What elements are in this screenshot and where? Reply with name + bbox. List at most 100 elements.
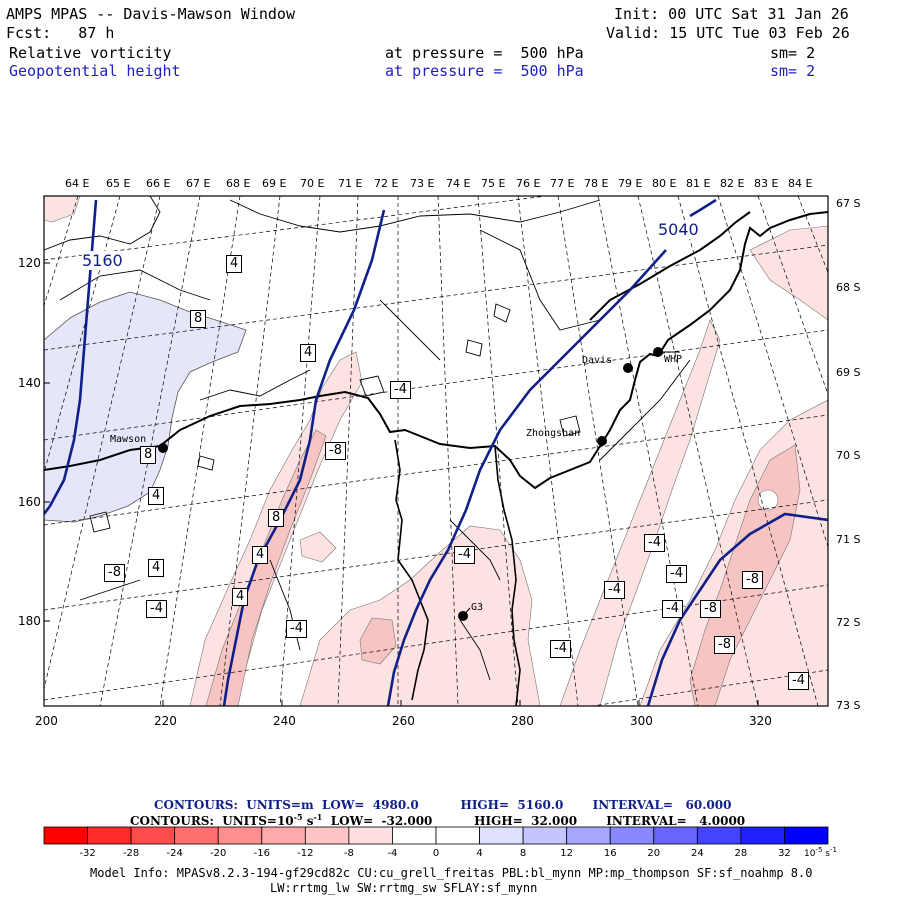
vorticity-contour-info: CONTOURS: UNITS=10-5 s-1 LOW= -32.000 HI… xyxy=(130,812,746,828)
vorticity-label: -8 xyxy=(700,600,721,618)
station-dot-mawson[interactable] xyxy=(158,443,168,453)
lon-label: 80 E xyxy=(652,177,677,190)
vorticity-label: -8 xyxy=(742,571,763,589)
field-1-level: at pressure = 500 hPa xyxy=(385,44,584,62)
colorbar-label: -32 xyxy=(79,848,95,859)
height-contour-info: CONTOURS: UNITS=m LOW= 4980.0 HIGH= 5160… xyxy=(154,798,732,812)
colorbar-swatch xyxy=(217,826,263,845)
lat-label: 67 S xyxy=(836,197,861,210)
field-1-name: Relative vorticity xyxy=(9,44,172,62)
map-frame xyxy=(43,195,829,707)
colorbar-label: -12 xyxy=(297,848,313,859)
colorbar-label: -4 xyxy=(387,848,397,859)
vorticity-label: 4 xyxy=(252,546,269,564)
colorbar-swatch xyxy=(696,826,742,845)
lon-label: 67 E xyxy=(186,177,211,190)
station-dot-zhongshan[interactable] xyxy=(597,436,607,446)
y-tick-label: 180 xyxy=(18,614,41,628)
colorbar-label: -28 xyxy=(123,848,139,859)
lon-label: 82 E xyxy=(720,177,745,190)
vorticity-label: -8 xyxy=(325,442,346,460)
lon-label: 64 E xyxy=(65,177,90,190)
colorbar-label: 32 xyxy=(778,848,791,859)
colorbar-swatch xyxy=(304,826,350,845)
colorbar-label: 16 xyxy=(604,848,617,859)
colorbar-label: -16 xyxy=(254,848,270,859)
colorbar-swatch xyxy=(392,826,437,845)
vorticity-label: 4 xyxy=(300,344,317,362)
forecast-hour: Fcst: 87 h xyxy=(6,24,115,42)
model-info-line1: Model Info: MPASv8.2.3-194-gf29cd82c CU:… xyxy=(90,866,813,880)
vorticity-label: 8 xyxy=(140,446,157,464)
x-tick-label: 320 xyxy=(749,714,772,728)
vorticity-label: -4 xyxy=(550,640,571,658)
colorbar-label: -24 xyxy=(166,848,182,859)
lon-label: 76 E xyxy=(516,177,541,190)
field-2-smoothing: sm= 2 xyxy=(770,62,816,80)
negative-vorticity-area xyxy=(299,525,541,706)
colorbar-swatch xyxy=(435,826,480,845)
coastline xyxy=(494,445,521,706)
lat-label: 70 S xyxy=(836,449,861,462)
station-label-g3: G3 xyxy=(471,602,484,613)
lat-label: 73 S xyxy=(836,699,861,712)
coastline xyxy=(589,211,751,321)
colorbar-swatch xyxy=(348,826,393,845)
lat-label: 68 S xyxy=(836,281,861,294)
colorbar-swatch xyxy=(87,826,132,845)
station-label-whp: WHP xyxy=(664,354,683,365)
station-dot-davis[interactable] xyxy=(623,363,633,373)
lon-label: 65 E xyxy=(106,177,131,190)
x-tick-label: 200 xyxy=(35,714,58,728)
colorbar-unit: 10-5 s-1 xyxy=(804,846,837,859)
field-1-smoothing: sm= 2 xyxy=(770,44,816,62)
vorticity-label: -4 xyxy=(286,620,307,638)
lat-label: 69 S xyxy=(836,366,861,379)
x-tick-label: 300 xyxy=(630,714,653,728)
vorticity-label: -8 xyxy=(714,636,735,654)
vorticity-label: -8 xyxy=(104,564,125,582)
station-label-zhongshan: Zhongshan xyxy=(526,428,581,439)
map-title: AMPS MPAS -- Davis-Mawson Window xyxy=(6,5,295,23)
valid-time: Valid: 15 UTC Tue 03 Feb 26 xyxy=(606,24,850,42)
lon-label: 72 E xyxy=(374,177,399,190)
colorbar-label: -8 xyxy=(344,848,354,859)
colorbar-label: 4 xyxy=(476,848,482,859)
negative-vorticity-area xyxy=(44,196,81,223)
coastline xyxy=(44,211,828,490)
vorticity-label: -4 xyxy=(662,600,683,618)
vorticity-label: 4 xyxy=(148,559,165,577)
colorbar-label: 28 xyxy=(735,848,748,859)
colorbar-label: 20 xyxy=(647,848,660,859)
lon-label: 75 E xyxy=(481,177,506,190)
x-tick-label: 260 xyxy=(392,714,415,728)
lon-label: 73 E xyxy=(410,177,435,190)
vorticity-label: -4 xyxy=(454,546,475,564)
colorbar-swatch xyxy=(784,826,829,845)
field-2-level: at pressure = 500 hPa xyxy=(385,62,584,80)
init-time: Init: 00 UTC Sat 31 Jan 26 xyxy=(614,5,849,23)
model-info-line2: LW:rrtmg_lw SW:rrtmg_sw SFLAY:sf_mynn xyxy=(270,881,538,895)
colorbar-swatch xyxy=(566,826,611,845)
lon-label: 84 E xyxy=(788,177,813,190)
colorbar-label: 12 xyxy=(560,848,573,859)
vorticity-label: -4 xyxy=(390,381,411,399)
colorbar-label: 0 xyxy=(433,848,439,859)
vorticity-label: -4 xyxy=(146,600,167,618)
colorbar-swatch xyxy=(740,826,785,845)
lon-label: 66 E xyxy=(146,177,171,190)
axis-ticks xyxy=(43,262,759,706)
colorbar-swatch xyxy=(261,826,306,845)
vorticity-label: 4 xyxy=(232,588,249,606)
vorticity-label: 4 xyxy=(226,255,243,273)
lon-label: 78 E xyxy=(584,177,609,190)
vorticity-label: -4 xyxy=(604,581,625,599)
vorticity-label: 4 xyxy=(148,487,165,505)
coastline xyxy=(394,439,429,701)
x-tick-label: 280 xyxy=(511,714,534,728)
x-tick-label: 220 xyxy=(154,714,177,728)
lon-label: 79 E xyxy=(618,177,643,190)
map-layers xyxy=(44,196,828,706)
